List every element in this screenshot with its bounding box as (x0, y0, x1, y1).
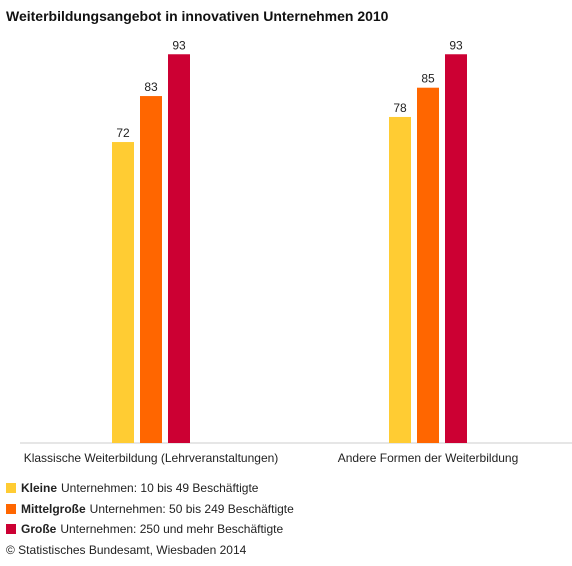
data-label-1-1: 85 (421, 72, 435, 86)
data-label-0-1: 83 (144, 80, 158, 94)
bar-0-0 (112, 142, 134, 444)
legend-swatch-kleine (6, 483, 16, 493)
legend-text-grosse: Unternehmen: 250 und mehr Beschäftigte (60, 522, 284, 536)
legend-text-kleine: Unternehmen: 10 bis 49 Beschäftigte (61, 481, 259, 495)
legend-bold-kleine: Kleine (21, 481, 58, 495)
legend-item-kleine: Kleine Unternehmen: 10 bis 49 Beschäftig… (6, 481, 258, 495)
legend-bold-grosse: Große (21, 522, 57, 536)
bar-1-0 (389, 116, 411, 444)
data-label-1-0: 78 (393, 101, 407, 115)
bar-chart: 72 83 93 Klassische Weiterbildung (Lehrvera… (20, 38, 572, 465)
bar-1-2 (445, 54, 467, 443)
legend-swatch-mittelgrosse (6, 504, 16, 514)
legend-bold-mittelgrosse: Mittelgroße (21, 502, 86, 516)
source-note: © Statistisches Bundesamt, Wiesbaden 201… (6, 543, 247, 557)
legend-text-mittelgrosse: Unternehmen: 50 bis 249 Beschäftigte (89, 502, 294, 516)
legend-item-grosse: Große Unternehmen: 250 und mehr Beschäft… (6, 522, 283, 536)
data-label-1-2: 93 (449, 38, 463, 52)
data-label-0-2: 93 (172, 38, 186, 52)
bar-0-1 (140, 96, 162, 443)
legend-item-mittelgrosse: Mittelgroße Unternehmen: 50 bis 249 Besc… (6, 502, 294, 516)
data-label-0-0: 72 (116, 126, 130, 140)
bar-1-1 (417, 87, 439, 443)
category-label-0: Klassische Weiterbildung (Lehrveranstalt… (24, 451, 279, 465)
bar-0-2 (168, 54, 190, 443)
legend-swatch-grosse (6, 524, 16, 534)
category-label-1: Andere Formen der Weiterbildung (338, 451, 519, 465)
chart-title: Weiterbildungsangebot in innovativen Unt… (6, 8, 389, 24)
